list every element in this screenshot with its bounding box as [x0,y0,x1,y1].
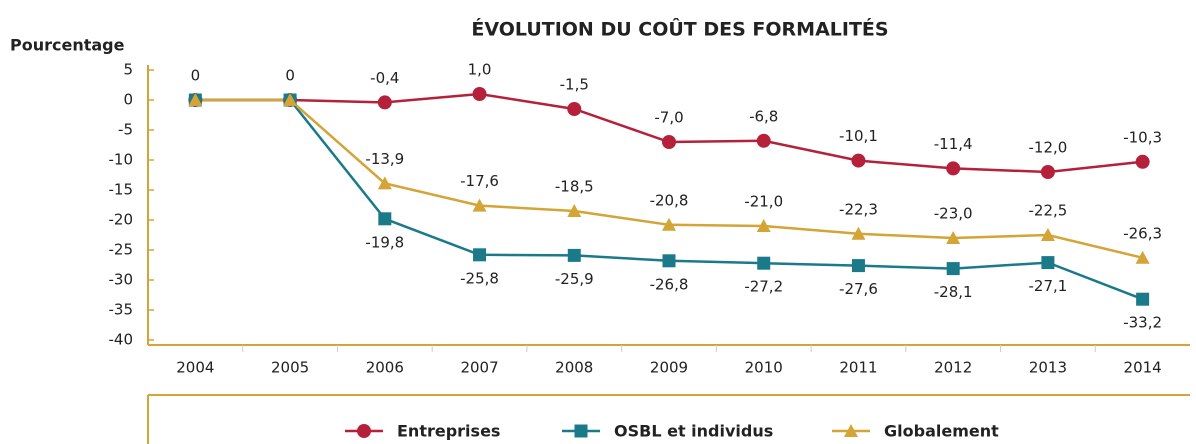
point [283,93,298,106]
x-tick-label: 2010 [745,359,783,377]
data-label: -22,5 [1029,202,1068,220]
point [1135,154,1150,169]
data-label: -17,6 [460,172,499,190]
legend-label: Entreprises [397,422,500,441]
x-tick-label: 2005 [271,359,309,377]
point [473,248,487,262]
x-tick-label: 2009 [650,359,688,377]
data-label: -13,9 [365,150,404,168]
legend-label: OSBL et individus [614,422,773,441]
data-label: -28,1 [934,283,973,301]
data-label: -22,3 [839,200,878,218]
data-label: -10,1 [839,127,878,145]
point [946,262,960,276]
data-label: -23,0 [934,205,973,223]
point [188,93,203,106]
data-label: 1,0 [468,61,492,79]
legend-marker [574,424,588,438]
point [472,87,487,101]
point [946,231,961,244]
point [567,248,581,262]
y-tick-label: -30 [109,271,134,289]
point [472,198,487,212]
point [1040,165,1055,179]
data-label: -6,8 [749,107,778,125]
y-tick-label: -40 [109,331,134,349]
point [851,259,865,273]
data-label: -33,2 [1123,314,1162,332]
data-label: -26,3 [1123,224,1162,242]
point [757,256,771,270]
y-tick-label: 5 [123,61,133,79]
data-label: -7,0 [654,109,683,127]
legend-marker [357,424,371,438]
point [377,95,392,110]
data-label: -26,8 [650,275,689,293]
point [756,133,771,148]
point [851,153,866,168]
data-label: -27,6 [839,280,878,298]
point [567,102,582,116]
x-tick-label: 2014 [1124,359,1162,377]
point [1135,250,1150,264]
x-tick-label: 2008 [555,359,593,377]
point [946,161,961,176]
data-label: -11,4 [934,135,973,153]
x-tick-label: 2007 [460,359,498,377]
point [378,212,392,226]
chart-title: ÉVOLUTION DU COÛT DES FORMALITÉS [471,17,888,41]
point [851,226,866,240]
data-label: -21,0 [744,193,783,211]
point [1136,292,1150,306]
y-axis-label: Pourcentage [10,36,125,55]
point [377,176,392,190]
y-tick-label: -15 [109,181,134,199]
data-label: -25,8 [460,269,499,287]
data-label: -27,1 [1029,277,1068,295]
x-tick-label: 2006 [366,359,404,377]
y-tick-label: -20 [109,211,134,229]
data-label: -10,3 [1123,128,1162,146]
data-label: -12,0 [1029,139,1068,157]
point [756,219,771,232]
point [567,204,582,217]
point [662,254,676,268]
data-label: -0,4 [370,69,399,87]
legend-marker [844,424,858,437]
x-tick-label: 2012 [934,359,972,377]
data-label: 0 [191,67,201,85]
point [662,217,676,231]
y-tick-label: -35 [109,301,134,319]
data-label: -18,5 [555,178,594,196]
data-label: 0 [285,67,295,85]
x-tick-label: 2004 [176,359,214,377]
point [1040,228,1055,241]
legend-label: Globalement [884,422,999,441]
data-label: -1,5 [560,76,589,94]
x-tick-label: 2013 [1029,359,1067,377]
y-tick-label: 0 [123,91,133,109]
y-tick-label: -5 [118,121,133,139]
y-tick-label: -25 [109,241,134,259]
data-label: -27,2 [744,278,783,296]
data-label: -25,9 [555,270,594,288]
x-tick-label: 2011 [839,359,877,377]
data-label: -19,8 [365,233,404,251]
point [662,135,676,149]
y-tick-label: -10 [109,151,134,169]
data-label: -20,8 [650,191,689,209]
point [1041,256,1055,270]
